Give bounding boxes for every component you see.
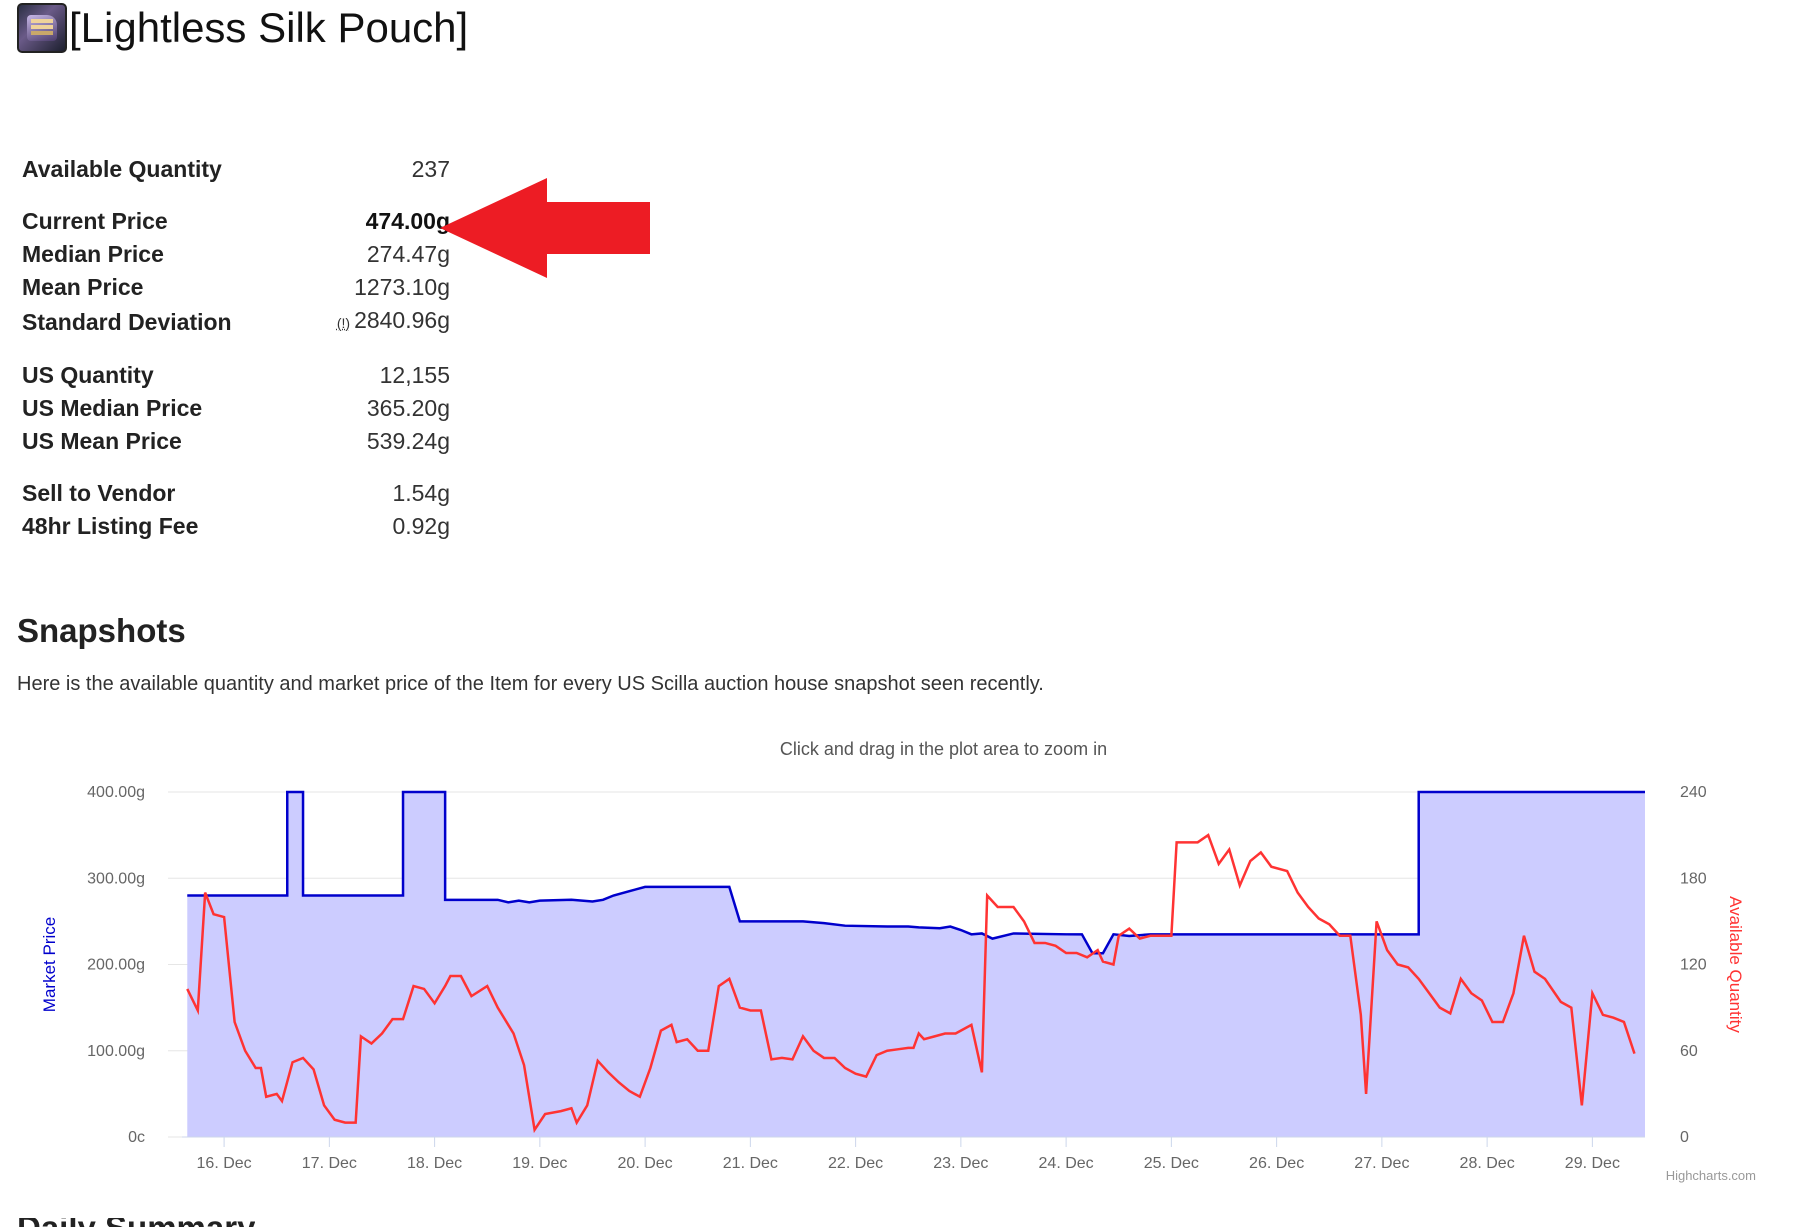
stat-label: Mean Price	[22, 274, 144, 300]
stat-row: US Mean Price 539.24g	[22, 425, 450, 458]
market-price-line	[187, 790, 1645, 955]
y-left-tick-label: 0c	[128, 1129, 145, 1146]
x-tick-label: 29. Dec	[1565, 1155, 1620, 1172]
x-tick-label: 25. Dec	[1144, 1155, 1199, 1172]
warning-icon[interactable]: (!)	[336, 315, 351, 331]
item-title: [Lightless Silk Pouch]	[69, 4, 469, 51]
snapshot-chart[interactable]: Click and drag in the plot area to zoom …	[0, 730, 1798, 1200]
stat-label: US Quantity	[22, 362, 154, 388]
chart-subtitle: Click and drag in the plot area to zoom …	[780, 739, 1107, 759]
y-right-tick-label: 60	[1680, 1043, 1698, 1060]
red-arrow-icon	[440, 178, 650, 278]
daily-summary-heading: Daily Summary	[17, 1218, 255, 1227]
y-right-tick-label: 0	[1680, 1129, 1689, 1146]
y-left-tick-label: 100.00g	[87, 1043, 145, 1060]
x-tick-label: 18. Dec	[407, 1155, 462, 1172]
y-right-tick-label: 180	[1680, 870, 1707, 887]
stat-row: 48hr Listing Fee 0.92g	[22, 510, 450, 543]
y-left-tick-label: 300.00g	[87, 870, 145, 887]
y-right-tick-label: 120	[1680, 957, 1707, 974]
x-tick-label: 17. Dec	[302, 1155, 357, 1172]
y-left-axis-title: Market Price	[40, 917, 59, 1012]
stat-row: Available Quantity 237	[22, 153, 450, 186]
stat-row: US Quantity 12,155	[22, 359, 450, 392]
stat-value: 237	[411, 156, 450, 182]
stat-row: Mean Price 1273.10g	[22, 271, 450, 304]
y-right-axis-title: Available Quantity	[1726, 896, 1745, 1033]
y-left-tick-label: 200.00g	[87, 957, 145, 974]
stat-value: 1273.10g	[354, 274, 450, 300]
stat-label: US Mean Price	[22, 428, 182, 454]
stat-label: 48hr Listing Fee	[22, 513, 199, 539]
stat-label: Median Price	[22, 241, 164, 267]
stat-label: US Median Price	[22, 395, 203, 421]
market-price-area	[187, 792, 1646, 1137]
x-tick-label: 21. Dec	[723, 1155, 778, 1172]
stat-label: Available Quantity	[22, 156, 222, 182]
chart-credits: Highcharts.com	[1666, 1168, 1756, 1183]
y-right-tick-label: 240	[1680, 784, 1707, 801]
stat-value: 12,155	[379, 362, 450, 388]
x-tick-label: 22. Dec	[828, 1155, 883, 1172]
stat-value: 0.92g	[392, 513, 450, 539]
x-tick-label: 24. Dec	[1039, 1155, 1094, 1172]
silk-pouch-icon	[17, 3, 67, 53]
x-tick-label: 26. Dec	[1249, 1155, 1304, 1172]
x-tick-label: 19. Dec	[512, 1155, 567, 1172]
stat-value: 274.47g	[366, 241, 450, 267]
stat-row: Sell to Vendor 1.54g	[22, 477, 450, 510]
x-tick-label: 20. Dec	[618, 1155, 673, 1172]
stat-row: US Median Price 365.20g	[22, 392, 450, 425]
y-left-tick-label: 400.00g	[87, 784, 145, 801]
current-price-value: 474.00g	[365, 208, 450, 234]
stat-value: 539.24g	[366, 428, 450, 454]
price-stats-table: Available Quantity 237 Current Price 474…	[22, 153, 450, 543]
stat-row: Standard Deviation (!) 2840.96g	[22, 304, 450, 340]
snapshots-description: Here is the available quantity and marke…	[17, 673, 1044, 695]
x-tick-label: 16. Dec	[197, 1155, 252, 1172]
std-dev-value: 2840.96g	[354, 307, 450, 333]
x-tick-label: 27. Dec	[1354, 1155, 1409, 1172]
stat-label: Standard Deviation	[22, 308, 232, 335]
stat-label: Sell to Vendor	[22, 480, 176, 506]
stat-value: 365.20g	[366, 395, 450, 421]
available-quantity-line	[186, 833, 1636, 1134]
item-title-row: [Lightless Silk Pouch]	[17, 0, 468, 56]
x-tick-label: 28. Dec	[1460, 1155, 1515, 1172]
stat-value: (!) 2840.96g	[302, 304, 450, 340]
snapshots-heading: Snapshots	[17, 612, 186, 649]
stat-value: 1.54g	[392, 480, 450, 506]
x-tick-label: 23. Dec	[933, 1155, 988, 1172]
stat-label: Current Price	[22, 208, 168, 234]
stat-row: Median Price 274.47g	[22, 238, 450, 271]
stat-row: Current Price 474.00g	[22, 205, 450, 238]
